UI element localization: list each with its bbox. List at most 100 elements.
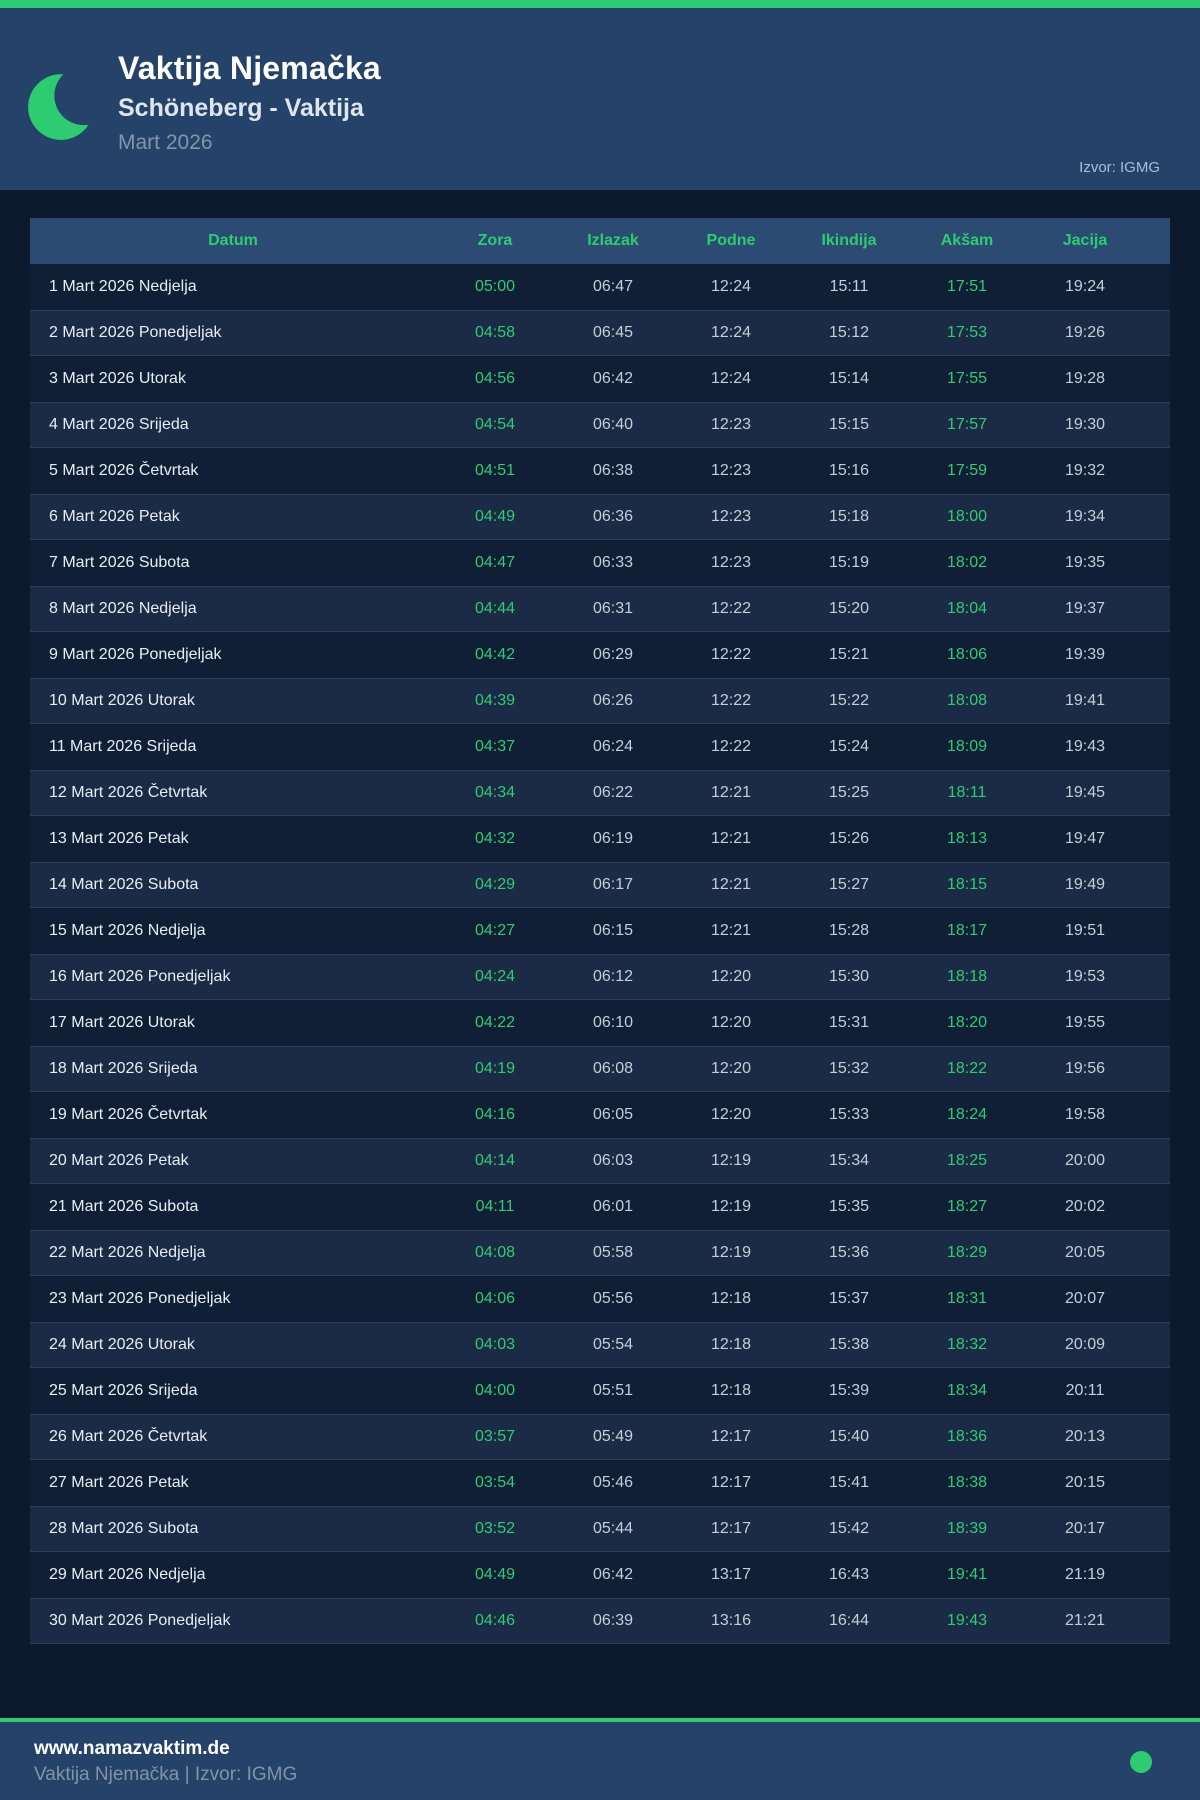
- cell-zora: 03:54: [474, 1474, 516, 1491]
- cell-izlazak: 06:33: [592, 554, 634, 571]
- cell-datum: 18 Mart 2026 Srijeda: [49, 1060, 198, 1077]
- cell-jacija: 20:07: [1064, 1290, 1106, 1307]
- cell-podne: 12:20: [710, 1060, 752, 1077]
- cell-ikindija: 15:16: [828, 462, 870, 479]
- cell-ikindija: 15:37: [828, 1290, 870, 1307]
- cell-zora: 04:19: [474, 1060, 516, 1077]
- cell-datum: 23 Mart 2026 Ponedjeljak: [49, 1290, 231, 1307]
- cell-ikindija: 15:22: [828, 692, 870, 709]
- cell-ikindija: 15:21: [828, 646, 870, 663]
- page-title: Vaktija Njemačka: [118, 50, 381, 86]
- cell-ikindija: 15:20: [828, 600, 870, 617]
- cell-zora: 04:44: [474, 600, 516, 617]
- cell-zora: 04:11: [475, 1198, 515, 1215]
- cell-izlazak: 05:49: [592, 1428, 634, 1445]
- cell-zora: 04:03: [474, 1336, 516, 1353]
- column-header-izlazak: Izlazak: [587, 232, 639, 249]
- cell-datum: 22 Mart 2026 Nedjelja: [49, 1244, 206, 1261]
- cell-ikindija: 16:43: [828, 1566, 870, 1583]
- cell-aksam: 18:17: [946, 922, 988, 939]
- table-row: 8 Mart 2026 Nedjelja 04:44 06:31 12:22 1…: [30, 586, 1170, 632]
- cell-izlazak: 06:42: [592, 1566, 634, 1583]
- cell-zora: 04:46: [474, 1612, 516, 1629]
- cell-aksam: 18:39: [946, 1520, 988, 1537]
- cell-podne: 12:22: [710, 646, 752, 663]
- cell-ikindija: 15:26: [828, 830, 870, 847]
- cell-podne: 12:21: [710, 876, 752, 893]
- cell-aksam: 18:13: [946, 830, 988, 847]
- cell-datum: 21 Mart 2026 Subota: [49, 1198, 199, 1215]
- column-header-podne: Podne: [706, 232, 756, 249]
- cell-aksam: 18:18: [946, 968, 988, 985]
- cell-izlazak: 06:15: [592, 922, 634, 939]
- table-row: 14 Mart 2026 Subota 04:29 06:17 12:21 15…: [30, 862, 1170, 908]
- cell-podne: 12:21: [710, 922, 752, 939]
- cell-zora: 04:49: [474, 508, 516, 525]
- cell-zora: 04:49: [474, 1566, 516, 1583]
- cell-aksam: 18:31: [946, 1290, 988, 1307]
- cell-podne: 12:21: [710, 784, 752, 801]
- cell-podne: 12:23: [710, 508, 752, 525]
- cell-podne: 12:23: [710, 416, 752, 433]
- table-row: 15 Mart 2026 Nedjelja 04:27 06:15 12:21 …: [30, 908, 1170, 954]
- cell-zora: 04:24: [474, 968, 516, 985]
- cell-podne: 12:20: [710, 1106, 752, 1123]
- cell-izlazak: 06:26: [592, 692, 634, 709]
- cell-aksam: 18:34: [946, 1382, 988, 1399]
- cell-aksam: 18:08: [946, 692, 988, 709]
- cell-podne: 12:24: [710, 370, 752, 387]
- cell-datum: 2 Mart 2026 Ponedjeljak: [49, 324, 222, 341]
- cell-ikindija: 15:30: [828, 968, 870, 985]
- cell-izlazak: 05:44: [592, 1520, 634, 1537]
- table-row: 16 Mart 2026 Ponedjeljak 04:24 06:12 12:…: [30, 954, 1170, 1000]
- cell-ikindija: 15:32: [828, 1060, 870, 1077]
- table-row: 26 Mart 2026 Četvrtak 03:57 05:49 12:17 …: [30, 1414, 1170, 1460]
- cell-datum: 6 Mart 2026 Petak: [49, 508, 180, 525]
- cell-podne: 12:22: [710, 738, 752, 755]
- cell-podne: 12:17: [710, 1520, 752, 1537]
- cell-datum: 3 Mart 2026 Utorak: [49, 370, 186, 387]
- cell-jacija: 19:30: [1064, 416, 1106, 433]
- cell-aksam: 18:02: [946, 554, 988, 571]
- cell-aksam: 17:57: [946, 416, 988, 433]
- table-row: 30 Mart 2026 Ponedjeljak 04:46 06:39 13:…: [30, 1598, 1170, 1644]
- cell-izlazak: 06:17: [592, 876, 634, 893]
- table-row: 23 Mart 2026 Ponedjeljak 04:06 05:56 12:…: [30, 1276, 1170, 1322]
- column-header-datum: Datum: [208, 232, 258, 249]
- page-header: Vaktija Njemačka Schöneberg - Vaktija Ma…: [0, 8, 1200, 190]
- month-label: Mart 2026: [118, 131, 213, 155]
- cell-ikindija: 15:31: [828, 1014, 870, 1031]
- cell-datum: 27 Mart 2026 Petak: [49, 1474, 189, 1491]
- cell-zora: 03:52: [474, 1520, 516, 1537]
- cell-zora: 04:47: [474, 554, 516, 571]
- cell-aksam: 18:24: [946, 1106, 988, 1123]
- cell-zora: 04:08: [474, 1244, 516, 1261]
- cell-podne: 12:22: [710, 600, 752, 617]
- cell-podne: 12:17: [710, 1428, 752, 1445]
- cell-aksam: 18:09: [946, 738, 988, 755]
- cell-datum: 10 Mart 2026 Utorak: [49, 692, 195, 709]
- cell-ikindija: 15:25: [828, 784, 870, 801]
- cell-podne: 12:22: [710, 692, 752, 709]
- cell-aksam: 17:55: [946, 370, 988, 387]
- cell-izlazak: 06:12: [592, 968, 634, 985]
- cell-ikindija: 15:12: [828, 324, 870, 341]
- cell-ikindija: 15:35: [828, 1198, 870, 1215]
- cell-izlazak: 06:38: [592, 462, 634, 479]
- website-link[interactable]: www.namazvaktim.de: [34, 1738, 230, 1759]
- footer-credit: Vaktija Njemačka | Izvor: IGMG: [34, 1763, 298, 1785]
- table-row: 25 Mart 2026 Srijeda 04:00 05:51 12:18 1…: [30, 1368, 1170, 1414]
- column-header-jacija: Jacija: [1062, 232, 1108, 249]
- table-row: 22 Mart 2026 Nedjelja 04:08 05:58 12:19 …: [30, 1230, 1170, 1276]
- table-row: 19 Mart 2026 Četvrtak 04:16 06:05 12:20 …: [30, 1092, 1170, 1138]
- cell-jacija: 20:11: [1065, 1382, 1105, 1399]
- cell-datum: 13 Mart 2026 Petak: [49, 830, 189, 847]
- cell-izlazak: 06:22: [592, 784, 634, 801]
- cell-jacija: 19:43: [1064, 738, 1106, 755]
- cell-jacija: 20:05: [1064, 1244, 1106, 1261]
- cell-zora: 04:54: [474, 416, 516, 433]
- table-row: 27 Mart 2026 Petak 03:54 05:46 12:17 15:…: [30, 1460, 1170, 1506]
- cell-jacija: 19:24: [1064, 278, 1106, 295]
- cell-datum: 29 Mart 2026 Nedjelja: [49, 1566, 206, 1583]
- cell-datum: 25 Mart 2026 Srijeda: [49, 1382, 198, 1399]
